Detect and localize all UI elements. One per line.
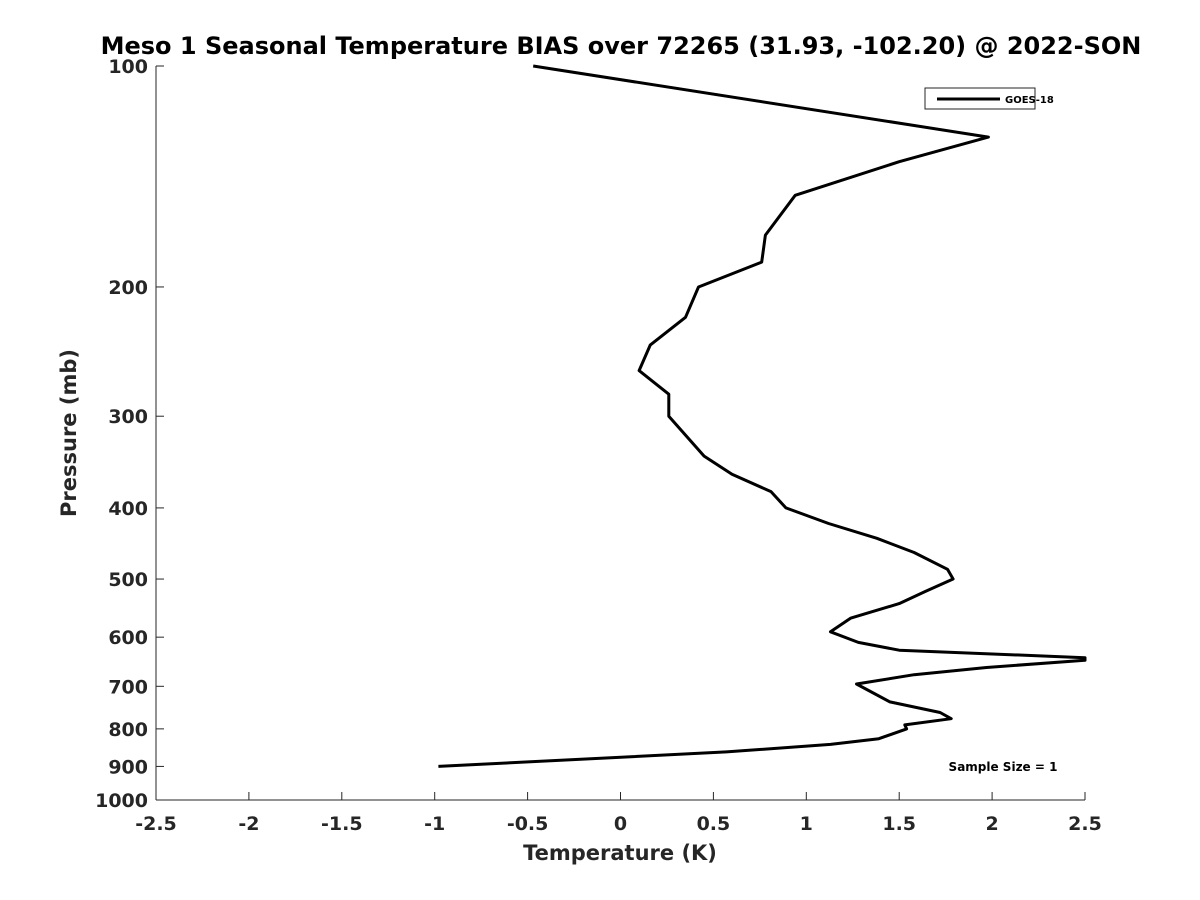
y-tick-label: 400: [108, 498, 148, 520]
y-tick-label: 1000: [95, 790, 148, 812]
x-tick-label: -1: [424, 813, 445, 835]
x-tick-label: -2.5: [135, 813, 177, 835]
x-tick-label: 1: [800, 813, 813, 835]
legend: GOES-18: [924, 87, 1054, 110]
y-ticks: 100 200 300 400 500 600 700 800 900 1000: [95, 56, 164, 812]
x-tick-label: 0.5: [697, 813, 731, 835]
x-tick-label: 2: [985, 813, 998, 835]
x-tick-label: -2: [238, 813, 259, 835]
y-tick-label: 600: [108, 627, 148, 649]
legend-label-goes-18: GOES-18: [1005, 95, 1054, 106]
x-tick-label: -0.5: [507, 813, 549, 835]
x-ticks: -2.5 -2 -1.5 -1 -0.5 0 0.5 1 1.5 2 2.5: [135, 792, 1102, 835]
x-tick-label: 1.5: [882, 813, 916, 835]
y-tick-label: 800: [108, 719, 148, 741]
series-layer: [438, 64, 1087, 768]
x-tick-label: 0: [614, 813, 627, 835]
x-axis-label: Temperature (K): [523, 841, 717, 865]
sample-size-annotation: Sample Size = 1: [949, 760, 1058, 774]
y-tick-label: 200: [108, 277, 148, 299]
y-tick-label: 500: [108, 569, 148, 591]
plot-area: -2.5 -2 -1.5 -1 -0.5 0 0.5 1 1.5 2 2.5 100 200 300 40…: [95, 56, 1102, 835]
x-tick-label: -1.5: [321, 813, 363, 835]
y-axis-label: Pressure (mb): [57, 349, 81, 517]
y-tick-label: 100: [108, 56, 148, 78]
y-tick-label: 700: [108, 676, 148, 698]
y-tick-label: 300: [108, 406, 148, 428]
y-tick-label: 900: [108, 756, 148, 778]
x-tick-label: 2.5: [1068, 813, 1102, 835]
series-line-goes-18: [438, 64, 1087, 768]
chart-title: Meso 1 Seasonal Temperature BIAS over 72…: [101, 32, 1142, 60]
